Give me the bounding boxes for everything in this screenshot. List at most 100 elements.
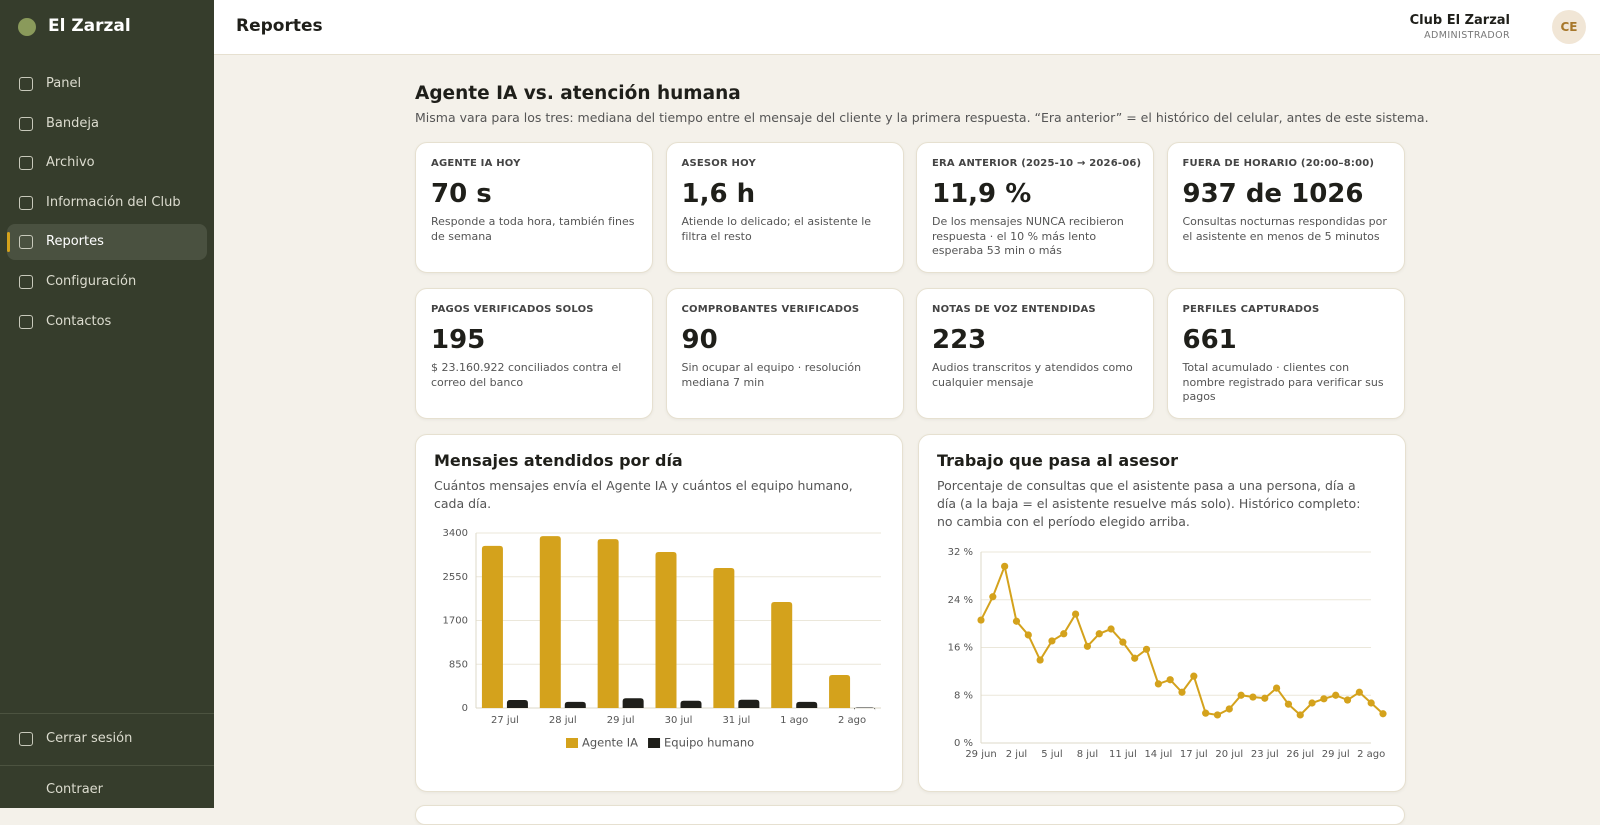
x-tick-label: 29 jul: [607, 715, 635, 726]
user-name: Club El Zarzal: [1409, 13, 1510, 28]
point: [1296, 711, 1304, 719]
bar: [597, 539, 619, 708]
point: [1036, 656, 1044, 664]
kpi-note: Consultas nocturnas respondidas por el a…: [1182, 215, 1387, 243]
bar: [854, 707, 876, 711]
kpi-value: 195: [431, 325, 486, 355]
point: [1119, 638, 1127, 646]
kpi-label: NOTAS DE VOZ ENTENDIDAS: [932, 304, 1096, 315]
kpi-card: FUERA DE HORARIO (20:00–8:00) 937 de 1026…: [1166, 142, 1405, 273]
point: [1379, 710, 1387, 718]
legend-swatch: [648, 738, 661, 748]
nav-item[interactable]: Contactos: [7, 304, 207, 340]
y-tick-label: 24 %: [948, 595, 973, 606]
kpi-label: PERFILES CAPTURADOS: [1182, 304, 1320, 315]
legend-label: Agente IA: [582, 736, 638, 750]
point: [1225, 705, 1233, 713]
nav-item[interactable]: Bandeja: [7, 106, 207, 142]
chart-subtitle: Cuántos mensajes envía el Agente IA y cu…: [434, 478, 853, 511]
kpi-note: Audios transcritos y atendidos como cual…: [932, 361, 1133, 389]
chart-title: Trabajo que pasa al asesor: [937, 451, 1178, 470]
kpi-note: Total acumulado · clientes con nombre re…: [1182, 361, 1384, 403]
x-tick-label: 1 ago: [780, 715, 808, 726]
point: [1083, 642, 1092, 650]
user-role: ADMINISTRADOR: [1424, 30, 1510, 41]
nav-icon: [19, 116, 33, 131]
x-tick-label: 23 jul: [1251, 749, 1279, 760]
avatar[interactable]: CE: [1552, 10, 1586, 44]
y-tick-label: 850: [449, 659, 468, 670]
kpi-label: ASESOR HOY: [681, 158, 756, 169]
nav-item[interactable]: Archivo: [7, 145, 207, 181]
x-tick-label: 27 jul: [491, 715, 519, 726]
point: [1284, 700, 1293, 708]
point: [1249, 693, 1257, 701]
kpi-note: Responde a toda hora, también fines de s…: [431, 215, 635, 243]
point: [1367, 699, 1375, 707]
point: [1095, 630, 1103, 638]
kpi-card: COMPROBANTES VERIFICADOS 90 Sin ocupar al …: [665, 288, 904, 419]
kpi-label: COMPROBANTES VERIFICADOS: [681, 304, 860, 315]
legend-label: Equipo humano: [664, 736, 754, 750]
point: [1190, 672, 1198, 680]
kpi-value: 661: [1182, 325, 1237, 355]
point: [1237, 691, 1245, 699]
point: [989, 593, 997, 601]
kpi-note: De los mensajes NUNCA recibieron respues…: [932, 215, 1124, 257]
nav-item[interactable]: Panel: [7, 66, 207, 102]
kpi-card: PAGOS VERIFICADOS SOLOS 195 $ 23.160.922 c…: [415, 288, 653, 419]
nav-item[interactable]: Configuración: [7, 264, 207, 300]
x-tick-label: 31 jul: [722, 715, 750, 726]
kpi-note: Sin ocupar al equipo · resolución median…: [681, 361, 862, 389]
point: [1154, 680, 1162, 688]
legend-swatch: [566, 738, 578, 748]
nav-item[interactable]: Reportes: [7, 224, 207, 261]
kpi-card: NOTAS DE VOZ ENTENDIDAS 223 Audios transcr…: [916, 288, 1154, 419]
point: [1142, 645, 1151, 653]
kpi-label: AGENTE IA HOY: [431, 158, 521, 169]
point: [1355, 688, 1363, 696]
x-tick-label: 2 ago: [1357, 749, 1385, 760]
bar: [506, 700, 528, 708]
point: [1308, 699, 1316, 707]
x-tick-label: 29 jun: [965, 749, 996, 760]
point: [1320, 695, 1328, 703]
chart-card: Trabajo que pasa al asesor Porcentaje de…: [918, 434, 1406, 792]
point: [1178, 688, 1186, 696]
bar: [564, 701, 586, 708]
bar: [771, 601, 793, 708]
kpi-note: Atiende lo delicado; el asistente le fil…: [681, 215, 872, 243]
point: [977, 616, 985, 624]
nav-icon: [19, 275, 33, 289]
kpi-card: ASESOR HOY 1,6 h Atiende lo delicado; el a…: [665, 142, 904, 273]
nav-label: Información del Club: [46, 194, 181, 210]
bar: [680, 700, 702, 708]
y-tick-label: 3400: [443, 528, 468, 539]
kpi-value: 11,9 %: [932, 179, 1032, 209]
nav-item[interactable]: Información del Club: [7, 185, 207, 221]
x-tick-label: 2 ago: [838, 715, 866, 726]
point: [1060, 630, 1068, 638]
bar: [738, 699, 760, 708]
y-tick-label: 1700: [443, 616, 468, 627]
nav-icon: [19, 235, 33, 250]
x-tick-label: 2 jul: [1006, 749, 1027, 760]
point: [1071, 610, 1080, 618]
nav-label: Reportes: [46, 234, 104, 250]
logout-label: Cerrar sesión: [46, 731, 133, 746]
logout[interactable]: Cerrar sesión: [7, 721, 207, 757]
collapse[interactable]: Contraer: [7, 772, 207, 808]
kpi-value: 1,6 h: [681, 179, 756, 209]
header: Reportes Club El Zarzal ADMINISTRADOR CE: [214, 0, 1600, 55]
nav-icon: [19, 156, 33, 171]
point: [1213, 711, 1222, 719]
bar: [539, 536, 561, 708]
kpi-card: ERA ANTERIOR (2025-10 → 2026-06) 11,9 % De…: [916, 142, 1154, 273]
kpi-value: 90: [681, 325, 718, 355]
y-tick-label: 8 %: [954, 690, 973, 701]
kpi-value: 223: [932, 325, 987, 355]
kpi-note: $ 23.160.922 conciliados contra el corre…: [431, 361, 622, 389]
chart-title: Mensajes atendidos por día: [434, 451, 683, 470]
kpi-label: ERA ANTERIOR (2025-10 → 2026-06): [932, 158, 1142, 169]
